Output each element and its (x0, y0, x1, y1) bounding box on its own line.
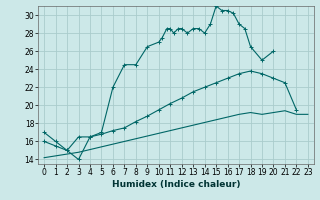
X-axis label: Humidex (Indice chaleur): Humidex (Indice chaleur) (112, 180, 240, 189)
